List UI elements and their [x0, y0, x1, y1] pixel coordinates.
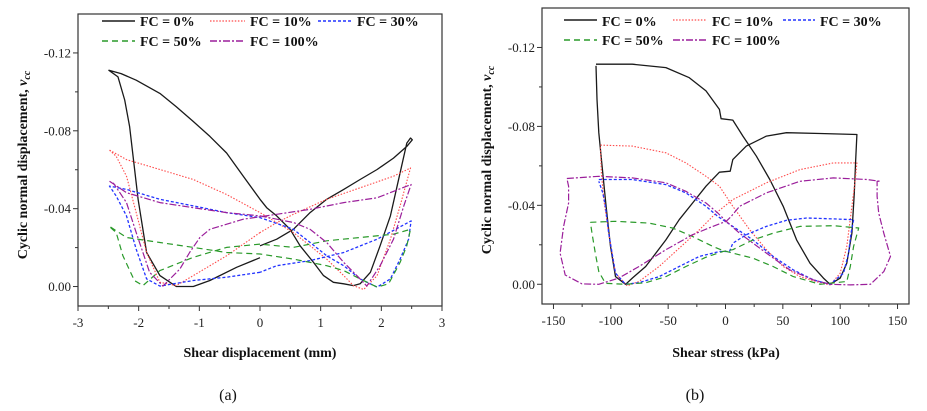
series-line-fc0: [108, 69, 413, 288]
x-tick-label: 0: [257, 315, 264, 330]
x-tick-label: 3: [439, 315, 446, 330]
y-axis-label: Cyclic normal displacement, vcc: [16, 70, 33, 259]
series-line-fc10: [599, 144, 858, 287]
legend-label-fc50: FC = 50%: [602, 34, 664, 49]
series-curves: [108, 69, 413, 291]
x-tick-label: 50: [776, 313, 789, 328]
y-axis-label: Cyclic normal displacement, vcc: [480, 65, 497, 254]
x-tick-label: -150: [542, 313, 566, 328]
series-line-fc50: [589, 220, 860, 285]
y-tick-label: -0.04: [508, 198, 536, 213]
y-tick-label: -0.08: [44, 123, 71, 138]
legend: FC = 0% FC = 10% FC = 30% FC = 50% FC = …: [102, 15, 419, 50]
legend-label-fc30: FC = 30%: [820, 15, 882, 30]
x-tick-label: -2: [133, 315, 144, 330]
legend-label-fc100: FC = 100%: [712, 34, 781, 49]
legend-label-fc0: FC = 0%: [602, 15, 657, 30]
x-tick-label: -3: [73, 315, 84, 330]
x-tick-label: 0: [722, 313, 729, 328]
legend: FC = 0% FC = 10% FC = 30% FC = 50% FC = …: [564, 15, 882, 49]
axis-ticks: -150 -100 -50 0 50 100 150 -0.12 -0.08 -0.04 0.00: [508, 40, 907, 328]
y-tick-label: -0.12: [508, 40, 535, 55]
series-line-fc30: [108, 185, 412, 288]
y-tick-label: -0.12: [44, 45, 71, 60]
x-tick-label: -100: [599, 313, 623, 328]
series-line-fc100: [109, 180, 412, 287]
legend-label-fc0: FC = 0%: [140, 15, 195, 30]
x-tick-label: 2: [378, 315, 385, 330]
chart-a: -3 -2 -1 0 1 2 3 -0.12 -0.08 -0.04 0.00 FC = 0% FC…: [16, 13, 445, 404]
x-tick-label: -1: [194, 315, 205, 330]
y-tick-label: 0.00: [48, 279, 71, 294]
caption-b: (b): [686, 387, 705, 404]
legend-label-fc10: FC = 10%: [712, 15, 774, 30]
plot-frame: [77, 13, 443, 307]
x-axis-label: Shear stress (kPa): [672, 346, 780, 361]
y-tick-label: -0.04: [44, 201, 72, 216]
x-tick-label: 150: [888, 313, 908, 328]
series-curves: [559, 63, 892, 287]
legend-label-fc30: FC = 30%: [357, 15, 419, 30]
legend-label-fc50: FC = 50%: [140, 35, 202, 50]
y-tick-label: 0.00: [512, 277, 535, 292]
chart-b: -150 -100 -50 0 50 100 150-0.12-0.08-0.040.00 …: [480, 7, 910, 404]
axis-ticks: -3 -2 -1 0 1 2 3 -0.12 -0.08 -0.04 0.00: [44, 45, 445, 330]
legend-label-fc100: FC = 100%: [250, 35, 319, 50]
x-axis-label: Shear displacement (mm): [184, 346, 337, 361]
series-line-fc100: [559, 175, 892, 286]
x-tick-label: -50: [659, 313, 676, 328]
x-tick-label: 1: [317, 315, 324, 330]
series-line-fc10: [108, 149, 412, 291]
caption-a: (a): [219, 387, 237, 404]
y-tick-label: -0.08: [508, 119, 535, 134]
x-tick-label: 100: [830, 313, 850, 328]
legend-label-fc10: FC = 10%: [250, 15, 312, 30]
series-line-fc50: [108, 225, 412, 288]
series-line-fc0: [595, 63, 858, 285]
